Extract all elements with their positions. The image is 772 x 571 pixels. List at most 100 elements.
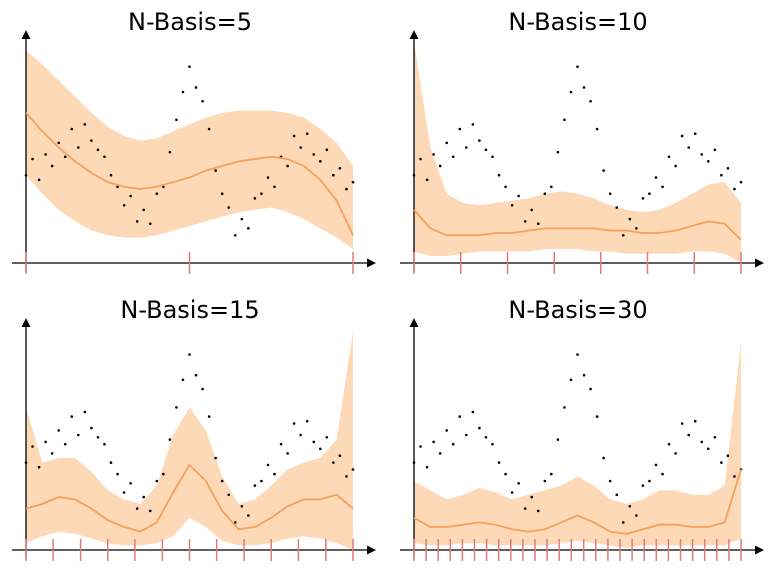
data-point xyxy=(510,203,514,207)
data-point xyxy=(563,406,566,409)
data-point xyxy=(700,440,704,444)
data-point xyxy=(305,419,309,423)
data-point xyxy=(299,146,302,149)
data-point xyxy=(312,440,316,444)
data-point xyxy=(674,452,677,455)
data-point xyxy=(155,192,159,195)
data-point xyxy=(615,493,619,497)
data-point xyxy=(292,134,296,138)
data-point xyxy=(641,484,645,487)
data-point xyxy=(733,187,736,191)
data-point xyxy=(484,148,488,152)
data-point xyxy=(37,178,41,182)
data-point xyxy=(589,387,592,391)
data-point xyxy=(563,118,566,122)
data-point xyxy=(419,157,422,161)
data-point xyxy=(44,440,47,444)
data-point xyxy=(279,442,283,446)
data-point xyxy=(116,185,119,189)
data-point xyxy=(536,222,540,226)
data-point xyxy=(713,148,717,152)
data-point xyxy=(325,436,329,439)
data-point xyxy=(419,445,422,448)
data-point xyxy=(168,150,172,154)
data-point xyxy=(726,166,730,170)
data-point xyxy=(109,173,113,177)
data-point xyxy=(332,461,335,464)
data-point xyxy=(621,521,625,524)
confidence-band xyxy=(414,41,741,263)
data-point xyxy=(24,461,28,464)
data-point xyxy=(412,461,416,464)
data-point xyxy=(471,410,475,414)
data-point xyxy=(273,472,276,476)
data-point xyxy=(155,479,159,483)
data-point xyxy=(523,220,527,223)
data-point xyxy=(523,507,527,510)
data-point xyxy=(83,123,87,126)
data-point xyxy=(44,153,47,156)
data-point xyxy=(733,475,736,478)
data-point xyxy=(425,465,429,469)
data-point xyxy=(693,419,697,423)
data-point xyxy=(615,206,619,209)
fit-line xyxy=(413,209,742,241)
data-point xyxy=(220,192,224,195)
data-point xyxy=(63,442,67,446)
data-point xyxy=(550,472,553,476)
x-axis-arrow xyxy=(755,258,764,268)
data-point xyxy=(201,387,204,391)
data-point xyxy=(148,509,152,513)
data-point xyxy=(621,233,625,237)
data-point xyxy=(648,479,651,483)
data-point xyxy=(142,208,146,212)
data-point xyxy=(188,353,191,356)
data-point xyxy=(582,86,586,89)
data-point xyxy=(305,132,309,135)
confidence-band xyxy=(414,343,741,548)
data-point xyxy=(726,454,730,458)
data-point xyxy=(543,479,547,483)
data-point xyxy=(260,192,263,195)
x-axis-arrow xyxy=(367,258,376,268)
subplot-title: N-Basis=10 xyxy=(508,8,647,36)
data-point xyxy=(273,185,276,189)
data-point xyxy=(720,461,723,464)
data-point xyxy=(445,429,449,432)
data-point xyxy=(319,160,322,163)
data-point xyxy=(299,433,302,437)
data-point xyxy=(465,146,468,149)
data-point xyxy=(345,475,348,478)
data-point xyxy=(240,217,244,221)
data-point xyxy=(680,134,684,138)
data-point xyxy=(641,197,645,200)
data-point xyxy=(142,495,146,499)
data-point xyxy=(266,463,270,467)
data-point xyxy=(491,442,494,446)
data-point xyxy=(325,148,329,152)
data-point xyxy=(425,178,429,182)
data-point xyxy=(233,233,237,237)
data-point xyxy=(543,192,547,195)
data-point xyxy=(536,509,540,513)
data-point xyxy=(478,139,481,142)
data-point xyxy=(162,472,165,476)
data-point xyxy=(497,173,501,177)
data-point xyxy=(175,118,178,122)
data-point xyxy=(50,164,54,168)
confidence-band xyxy=(26,50,353,250)
data-point xyxy=(286,164,289,168)
data-point xyxy=(253,197,257,200)
data-point xyxy=(595,415,599,418)
data-point xyxy=(458,415,462,418)
data-point xyxy=(654,176,658,179)
data-point xyxy=(661,472,664,476)
x-axis-arrow xyxy=(367,545,376,555)
data-point xyxy=(77,433,80,437)
data-point xyxy=(247,514,250,517)
data-point xyxy=(188,65,191,68)
data-point xyxy=(90,426,93,430)
data-point xyxy=(667,155,671,159)
data-point xyxy=(700,153,704,156)
data-point xyxy=(739,180,743,184)
